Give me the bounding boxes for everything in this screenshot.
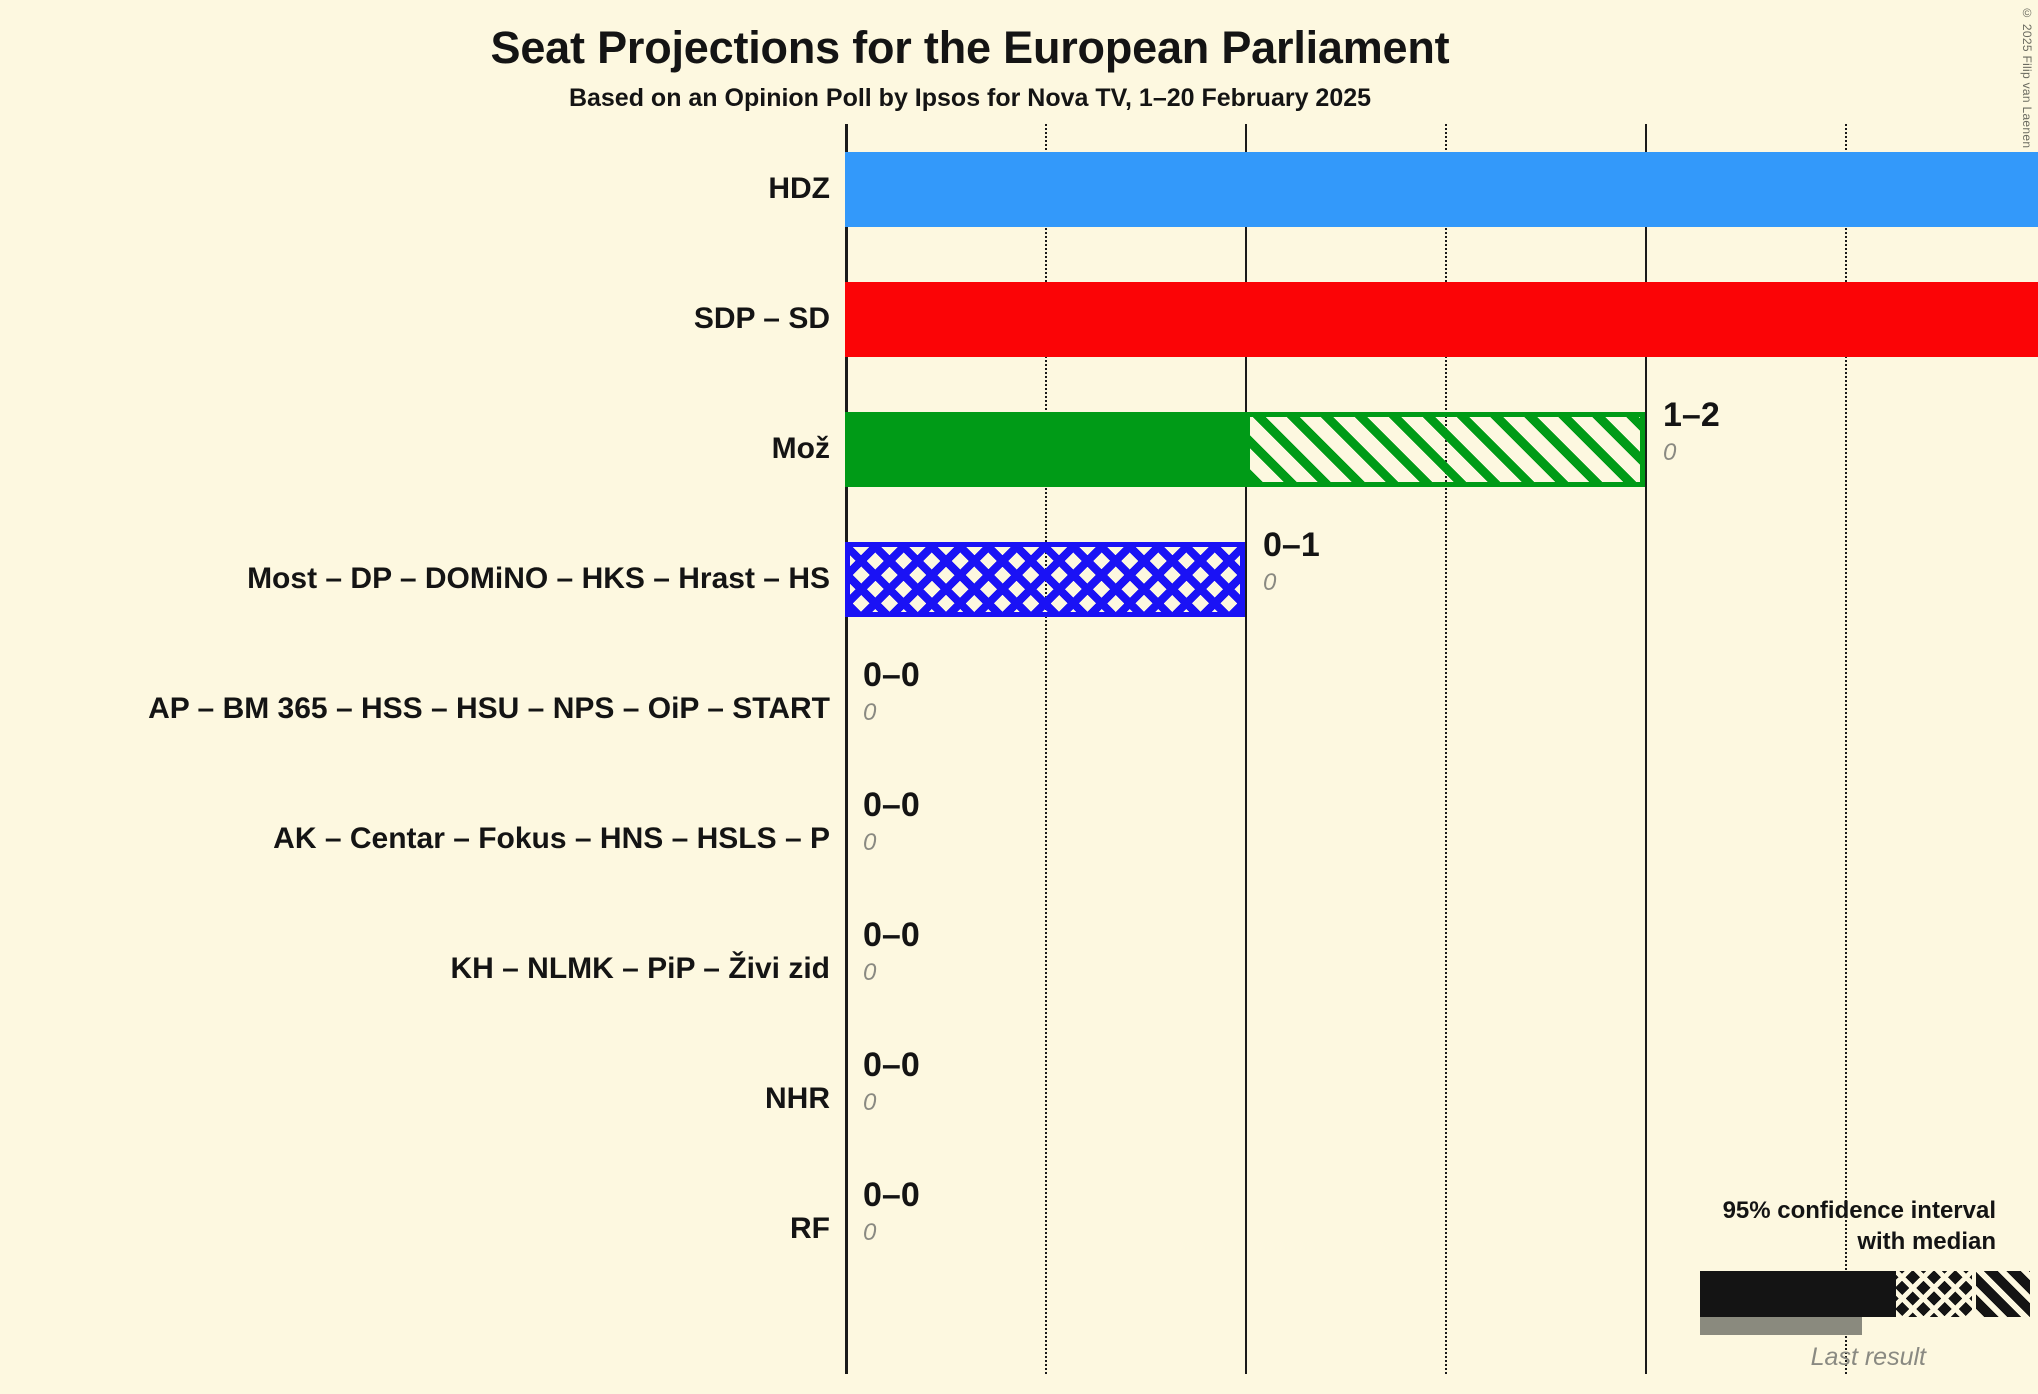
- bar-value-labels: 1–2 0: [1663, 398, 1720, 468]
- chart-legend: 95% confidence interval with median Last…: [1666, 1195, 2030, 1372]
- legend-last-result-label: Last result: [1810, 1343, 1926, 1371]
- last-result-value: 0: [1663, 439, 1677, 466]
- party-label-7: KH – NLMK – PiP – Živi zid: [450, 952, 830, 985]
- bar-median-segment: [845, 281, 2038, 357]
- bar-value-labels: 0–1 0: [1263, 528, 1320, 598]
- bar-value-labels: 0–0 0: [863, 1048, 920, 1118]
- bar-row: SDP – SD4–50: [0, 254, 2038, 384]
- bar-value-labels: 0–0 0: [863, 788, 920, 858]
- legend-title-line2: with median: [1857, 1227, 1996, 1255]
- last-result-value: 0: [863, 699, 877, 726]
- bar-value-labels: 0–0 0: [863, 918, 920, 988]
- confidence-interval-bar: [845, 541, 1245, 617]
- confidence-interval-bar: [845, 672, 846, 747]
- seat-range-label: 0–0: [863, 1176, 920, 1214]
- bar-crosshatch-segment: [845, 541, 1245, 617]
- gridline-1.5: [1445, 124, 1447, 1374]
- bar-value-labels: 0–0 0: [863, 658, 920, 728]
- seat-range-label: 0–0: [863, 656, 920, 694]
- bar-row: Most – DP – DOMiNO – HKS – Hrast – HS 0–1…: [0, 514, 2038, 644]
- party-label-3: Mož: [771, 432, 830, 465]
- last-result-value: 0: [863, 959, 877, 986]
- bar-upper-interval-segment: [1245, 411, 1645, 487]
- confidence-interval-bar: [845, 802, 846, 877]
- legend-diagonal-swatch: [1976, 1271, 2030, 1317]
- confidence-interval-bar: [845, 1062, 846, 1137]
- party-label-2: SDP – SD: [693, 302, 830, 335]
- y-axis-line: [845, 124, 848, 1374]
- page-title: Seat Projections for the European Parlia…: [490, 22, 1450, 73]
- last-result-value: 0: [863, 829, 877, 856]
- gridline-2: [1645, 124, 1647, 1374]
- confidence-interval-bar: [845, 1192, 846, 1267]
- bar-row: AK – Centar – Fokus – HNS – HSLS – P 0–0 0: [0, 774, 2038, 904]
- gridline-2.5: [1845, 124, 1847, 1374]
- last-result-value: 0: [863, 1089, 877, 1116]
- seat-range-label: 1–2: [1663, 396, 1720, 434]
- party-label-9: RF: [790, 1212, 830, 1245]
- bar-median-segment: [845, 411, 1245, 487]
- page-subtitle: Based on an Opinion Poll by Ipsos for No…: [568, 84, 1372, 112]
- copyright-notice: © 2025 Filip van Laenen: [2020, 6, 2034, 149]
- bar-row: KH – NLMK – PiP – Živi zid 0–0 0: [0, 904, 2038, 1034]
- party-label-4: Most – DP – DOMiNO – HKS – Hrast – HS: [247, 562, 830, 595]
- party-label-6: AK – Centar – Fokus – HNS – HSLS – P: [273, 822, 830, 855]
- legend-last-result-swatch: [1700, 1317, 1862, 1335]
- confidence-interval-bar: [845, 932, 846, 1007]
- bar-value-labels: 0–0 0: [863, 1178, 920, 1248]
- confidence-interval-bar: [845, 281, 2038, 357]
- confidence-interval-bar: [845, 411, 1645, 487]
- gridline-1: [1245, 124, 1247, 1374]
- seat-range-label: 0–0: [863, 1046, 920, 1084]
- last-result-value: 0: [863, 1219, 877, 1246]
- seat-range-label: 0–1: [1263, 526, 1320, 564]
- party-label-1: HDZ: [768, 172, 830, 205]
- party-label-8: NHR: [765, 1082, 830, 1115]
- legend-median-swatch: [1700, 1271, 1896, 1317]
- legend-title-line1: 95% confidence interval: [1722, 1196, 1996, 1224]
- legend-crosshatch-swatch: [1896, 1271, 1972, 1317]
- bar-row: RF 0–0 0: [0, 1164, 2038, 1294]
- bar-row: HDZ4–50: [0, 124, 2038, 254]
- seat-range-label: 0–0: [863, 916, 920, 954]
- bar-row: Mož 1–2 0: [0, 384, 2038, 514]
- gridline-0.5: [1045, 124, 1047, 1374]
- party-label-5: AP – BM 365 – HSS – HSU – NPS – OiP – ST…: [148, 692, 830, 725]
- confidence-interval-bar: [845, 151, 2038, 227]
- last-result-value: 0: [1263, 569, 1277, 596]
- bar-row: NHR 0–0 0: [0, 1034, 2038, 1164]
- bar-median-segment: [845, 151, 2038, 227]
- seat-range-label: 0–0: [863, 786, 920, 824]
- bar-row: AP – BM 365 – HSS – HSU – NPS – OiP – ST…: [0, 644, 2038, 774]
- legend-sample-bar: [1700, 1271, 2030, 1335]
